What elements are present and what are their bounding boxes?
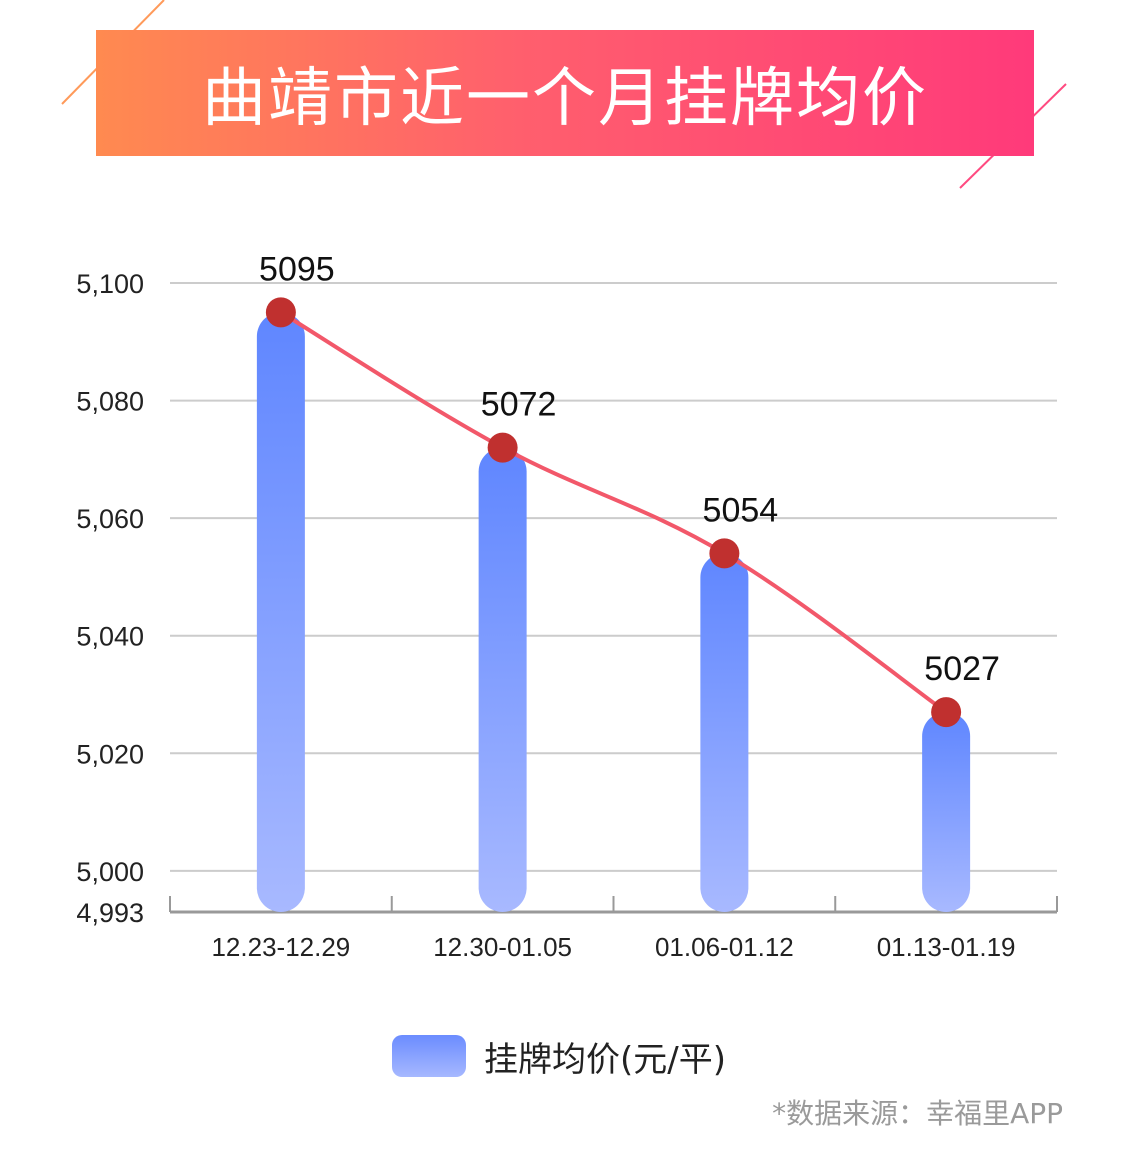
legend-swatch [392, 1035, 466, 1077]
y-tick-label: 5,100 [76, 269, 144, 299]
grid-lines [170, 282, 1057, 872]
x-axis [169, 896, 1058, 914]
bars [256, 312, 971, 912]
x-tick-label: 12.23-12.29 [211, 932, 350, 962]
data-point [265, 297, 296, 328]
x-tick-label: 01.06-01.12 [655, 932, 794, 962]
bar [922, 712, 971, 912]
y-tick-label: 5,080 [76, 387, 144, 417]
legend-label: 挂牌均价(元/平) [484, 1039, 726, 1080]
source-note: *数据来源：幸福里APP [772, 1097, 1063, 1130]
data-point [709, 538, 740, 569]
x-tick-label: 01.13-01.19 [877, 932, 1016, 962]
bar [478, 447, 527, 912]
data-label: 5072 [481, 386, 557, 424]
y-tick-label: 5,040 [76, 622, 144, 652]
data-point [931, 697, 962, 728]
title-banner: 曲靖市近一个月挂牌均价 [96, 30, 1034, 156]
chart: 5,100 5,080 5,060 5,040 5,020 5,000 4,993 5095… [76, 250, 1058, 962]
trend-line [279, 310, 948, 714]
y-tick-label: 5,060 [76, 504, 144, 534]
data-label: 5095 [259, 250, 335, 288]
data-label: 5027 [924, 650, 1000, 688]
x-axis-labels: 12.23-12.29 12.30-01.05 01.06-01.12 01.13-0… [211, 932, 1015, 962]
data-points [265, 297, 962, 728]
data-point [487, 432, 518, 463]
chart-title: 曲靖市近一个月挂牌均价 [202, 62, 928, 136]
trend-line-path [279, 310, 948, 714]
bar [700, 553, 749, 912]
x-tick-label: 12.30-01.05 [433, 932, 572, 962]
legend: 挂牌均价(元/平) [392, 1034, 726, 1080]
y-tick-label: 5,000 [76, 857, 144, 887]
y-axis-ticks: 5,100 5,080 5,060 5,040 5,020 5,000 4,993 [76, 269, 144, 928]
y-tick-label: 4,993 [76, 898, 144, 928]
bar [256, 312, 305, 912]
data-labels: 5095 5072 5054 5027 [259, 250, 1000, 688]
y-tick-label: 5,020 [76, 739, 144, 769]
data-label: 5054 [703, 491, 779, 529]
